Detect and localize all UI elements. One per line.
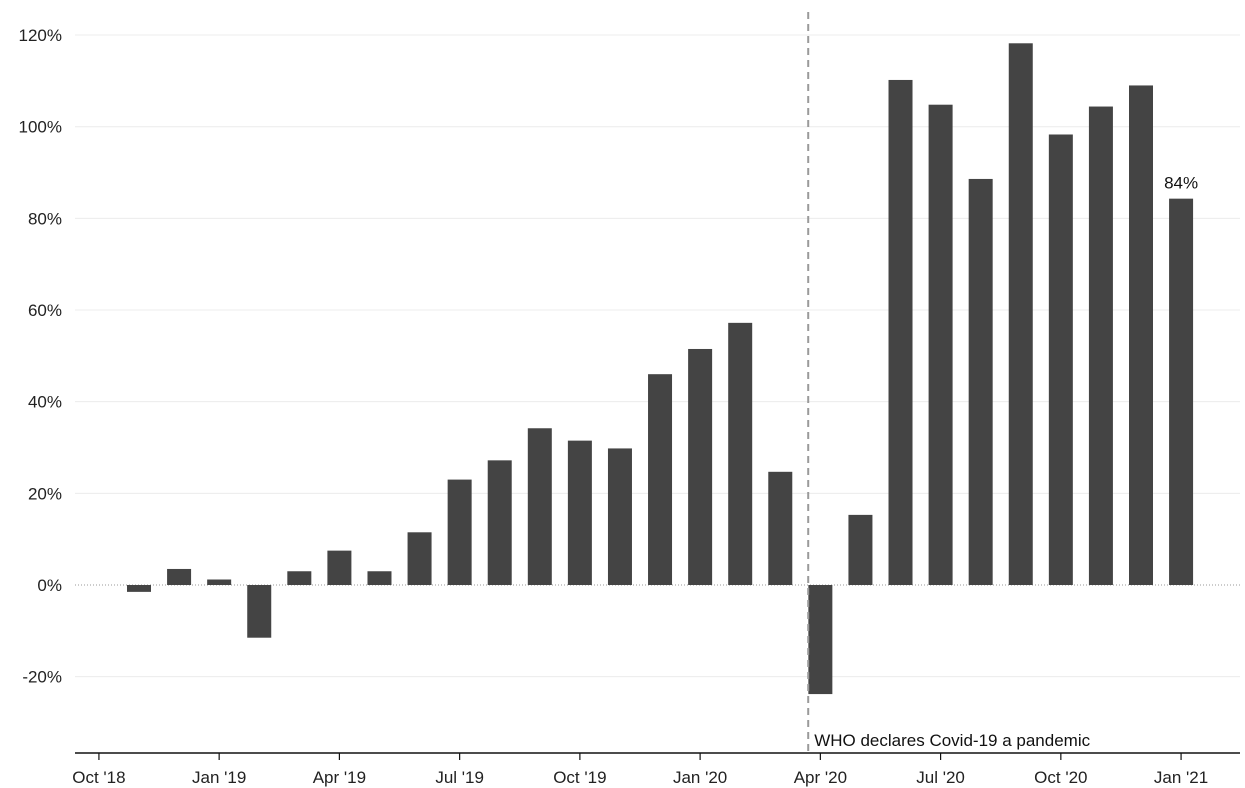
bar: [567, 440, 592, 585]
y-tick-label: -20%: [22, 668, 62, 687]
event-marker: WHO declares Covid-19 a pandemic: [807, 12, 1091, 753]
bar: [247, 585, 272, 638]
x-tick-label: Jul '19: [435, 768, 484, 787]
bar: [447, 479, 472, 585]
bar: [768, 471, 793, 585]
bar: [1048, 134, 1073, 586]
last-value-label: 84%: [1164, 174, 1198, 193]
bar: [367, 571, 392, 585]
x-tick-label: Jan '19: [192, 768, 246, 787]
bar: [968, 178, 993, 585]
bar: [928, 104, 953, 585]
x-tick-label: Apr '20: [794, 768, 847, 787]
y-tick-label: 60%: [28, 301, 62, 320]
bar: [487, 460, 512, 585]
y-tick-label: 100%: [19, 118, 62, 137]
y-tick-label: 0%: [37, 576, 62, 595]
x-axis: [75, 752, 1240, 760]
bar: [1008, 43, 1033, 585]
bar: [728, 322, 753, 585]
y-tick-label: 20%: [28, 484, 62, 503]
bar: [287, 571, 312, 585]
bar: [1088, 106, 1113, 586]
bar: [527, 428, 552, 585]
bars: [127, 43, 1194, 695]
bar: [888, 79, 913, 585]
bar: [207, 579, 232, 585]
x-tick-label: Oct '18: [72, 768, 125, 787]
x-tick-label: Jan '20: [673, 768, 727, 787]
bar: [688, 348, 713, 585]
y-axis-labels: -20% 0% 20% 40% 60% 80% 100% 120%: [19, 26, 62, 687]
bar: [1169, 198, 1194, 585]
bar: [808, 585, 833, 695]
x-tick-label: Apr '19: [313, 768, 366, 787]
bar: [607, 448, 632, 585]
x-tick-label: Jul '20: [916, 768, 965, 787]
bar: [407, 532, 432, 585]
y-tick-label: 80%: [28, 209, 62, 228]
x-tick-label: Oct '20: [1034, 768, 1087, 787]
bar: [167, 568, 192, 585]
x-tick-label: Oct '19: [553, 768, 606, 787]
y-tick-label: 40%: [28, 393, 62, 412]
x-axis-labels: Oct '18 Jan '19 Apr '19 Jul '19 Oct '19 Jan '…: [72, 768, 1208, 787]
bar: [327, 550, 352, 585]
event-label: WHO declares Covid-19 a pandemic: [814, 731, 1090, 750]
bar: [1129, 85, 1153, 585]
y-tick-label: 120%: [19, 26, 62, 45]
bar: [848, 514, 873, 585]
x-tick-label: Jan '21: [1154, 768, 1208, 787]
bar: [127, 585, 151, 592]
bar: [648, 374, 673, 585]
